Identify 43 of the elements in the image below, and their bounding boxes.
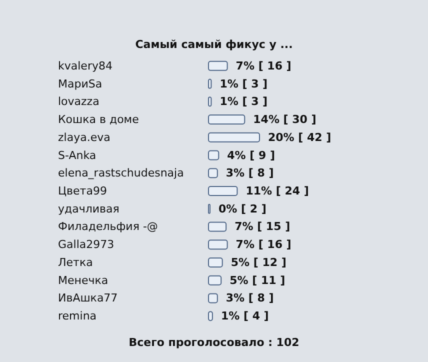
bar [208, 186, 238, 196]
y-tick-label: удачливая [58, 202, 120, 216]
y-tick-label: remina [58, 310, 97, 323]
bar [208, 275, 222, 286]
y-tick-label: S-Anka [58, 148, 96, 162]
data-label: 3% [ 8 ] [226, 292, 274, 305]
y-tick-label: Цвета99 [58, 184, 107, 198]
data-label: 1% [ 4 ] [220, 310, 269, 323]
y-tick-label: МариSa [58, 77, 102, 90]
data-label: 1% [ 3 ] [220, 77, 268, 90]
data-label: 7% [ 16 ] [236, 238, 292, 252]
bar [208, 293, 218, 304]
bar [208, 132, 260, 142]
data-label: 1% [ 3 ] [220, 95, 268, 108]
bar [208, 168, 218, 178]
y-tick-label: ИвАшка77 [58, 292, 118, 305]
data-label: 0% [ 2 ] [218, 202, 266, 216]
data-label: 3% [ 8 ] [226, 166, 274, 180]
y-tick-label: Филадельфия -@ [58, 220, 158, 234]
y-tick-label: Galla2973 [58, 238, 114, 252]
bar [208, 222, 227, 232]
bar [208, 60, 228, 71]
chart-title: Самый самый фикус у ... [135, 38, 293, 51]
data-label: 5% [ 12 ] [230, 256, 286, 269]
data-label: 20% [ 42 ] [268, 130, 332, 144]
y-tick-label: Менечка [58, 274, 108, 287]
data-label: 11% [ 24 ] [246, 184, 309, 198]
y-tick-label: Летка [58, 256, 93, 269]
data-label: 4% [ 9 ] [227, 148, 276, 162]
bar [208, 257, 223, 268]
bar [208, 240, 228, 250]
data-label: 14% [ 30 ] [253, 113, 316, 126]
data-label: 7% [ 15 ] [234, 220, 290, 234]
data-label: 7% [ 16 ] [236, 59, 292, 72]
data-label: 5% [ 11 ] [230, 274, 286, 287]
y-tick-label: kvalery84 [58, 59, 112, 72]
bar [208, 150, 220, 160]
text: Всего проголосовало : 102 [128, 336, 300, 349]
y-tick-label: zlaya.eva [58, 130, 110, 144]
y-tick-label: lovazza [58, 95, 100, 108]
y-tick-label: elena_rastschudesnaja [58, 166, 184, 180]
y-tick-label: Кошка в доме [58, 113, 140, 126]
bar [208, 114, 246, 125]
